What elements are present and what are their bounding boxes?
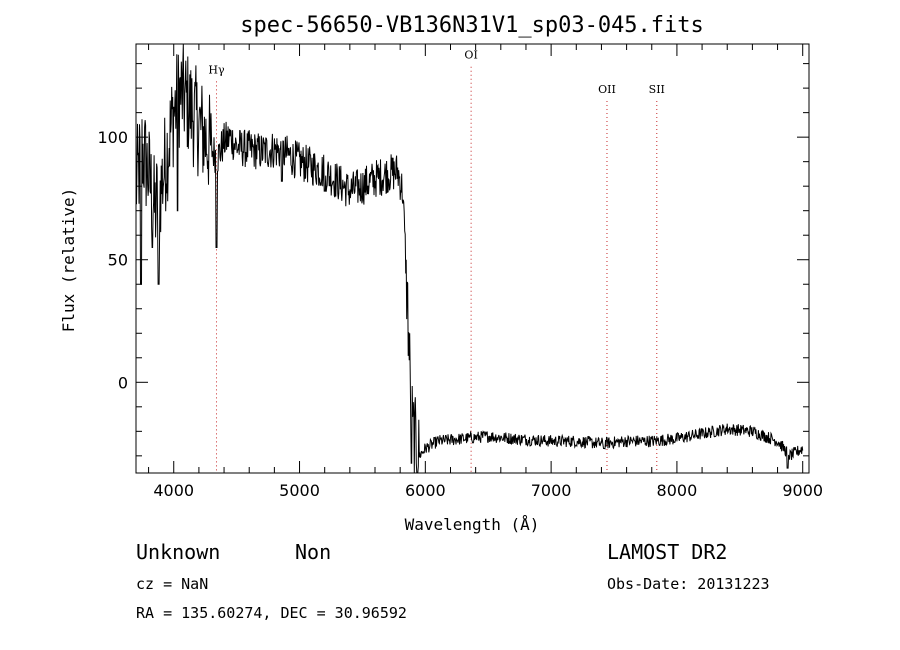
obs-date-label: Obs-Date: 20131223 [607, 575, 770, 593]
cz-label: cz = NaN [136, 575, 209, 593]
y-tick-label: 100 [97, 128, 128, 147]
x-tick-label: 9000 [782, 481, 823, 500]
coordinates-label: RA = 135.60274, DEC = 30.96592 [136, 604, 407, 622]
x-tick-label: 6000 [405, 481, 446, 500]
line-label: SII [649, 83, 665, 96]
x-tick-label: 4000 [153, 481, 194, 500]
chart-title: spec-56650-VB136N31V1_sp03-045.fits [240, 13, 704, 38]
y-tick-label: 0 [118, 373, 128, 392]
plot-frame [135, 43, 810, 474]
x-tick-label: 8000 [657, 481, 698, 500]
x-tick-label: 7000 [531, 481, 572, 500]
spectrum-series [135, 43, 804, 474]
line-markers: Hγ OI OII SII [208, 49, 665, 473]
spectrum-line [135, 43, 804, 474]
axis-ticks: 4000 5000 6000 7000 8000 9000 0 50 100 [97, 44, 823, 500]
plot-border [135, 43, 810, 474]
x-axis-label: Wavelength (Å) [405, 515, 540, 534]
classification-label: Unknown [136, 540, 221, 564]
line-label: OII [598, 83, 616, 96]
y-tick-label: 50 [108, 251, 128, 270]
line-label: Hγ [208, 63, 225, 76]
survey-label: LAMOST DR2 [607, 540, 728, 564]
y-axis-label: Flux (relative) [59, 188, 78, 333]
subclass-label: Non [295, 540, 332, 564]
line-label: OI [464, 49, 477, 62]
x-tick-label: 5000 [279, 481, 320, 500]
